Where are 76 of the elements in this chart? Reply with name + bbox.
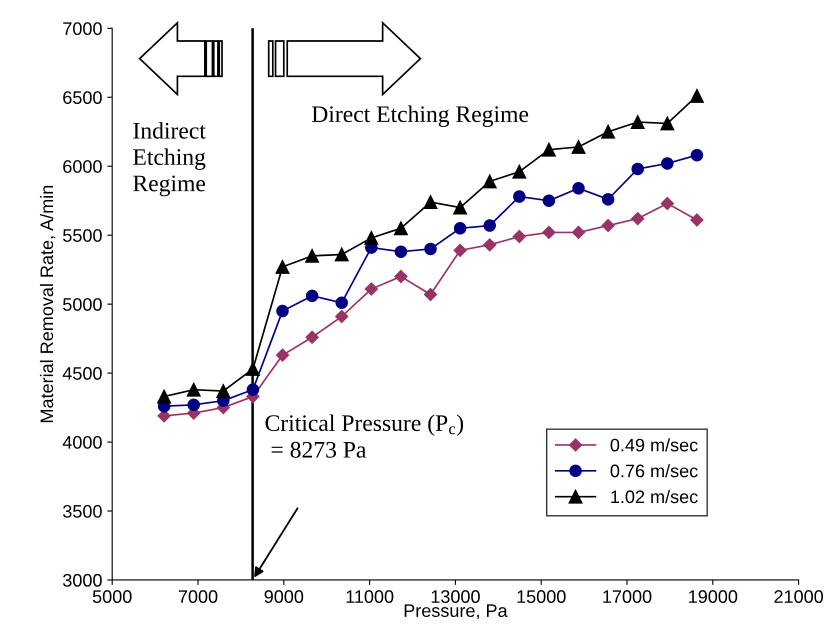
point [334,248,349,262]
x-tick-label: 7000 [178,590,218,603]
point [424,242,437,256]
point [157,390,172,404]
text: Critical Pressure (P$_{c}$) = 8273 Pa [266,414,464,458]
y-tick-label: 4000 [62,436,102,449]
x-tick-label: 19000 [689,590,738,603]
annotation: Direct Etching Regime [312,106,528,128]
point [630,115,645,130]
point [660,196,674,210]
point [690,88,704,103]
point [276,348,290,362]
x-tick-label: 15000 [517,590,566,603]
point [512,164,526,179]
y-axis-title: Material Removal Rate, A/min [40,186,56,422]
point [394,270,408,284]
point [631,162,644,176]
point [305,248,320,263]
point [483,219,496,232]
point [542,226,556,240]
point [246,362,260,376]
point [186,382,201,397]
x-tick-label: 13000 [432,590,480,603]
y-tick-label: 3500 [63,504,102,518]
point [631,212,644,226]
point [364,282,378,296]
point [690,213,704,227]
point [572,182,585,195]
point [424,288,438,302]
y-tick-label: 5500 [63,229,102,242]
point [601,124,616,139]
annotation: Indirect Etching Regime [133,122,206,196]
point [394,221,408,236]
point [602,218,615,232]
point [661,157,674,170]
point [187,398,200,412]
point [602,193,614,206]
point [542,142,556,157]
point [542,194,556,207]
point [424,195,438,210]
point [660,116,674,130]
x-tick-label: 21000 [774,590,823,603]
point [512,230,526,244]
point [572,140,586,154]
legend-label: 0.49 m/sec [610,438,698,452]
legend-label: 1.02 m/sec [611,490,698,504]
point [513,190,526,203]
point [454,244,467,257]
point [483,238,496,252]
point [364,230,378,245]
point [246,383,260,396]
point [394,245,408,258]
y-tick-label: 4500 [62,367,102,380]
x-tick-label: 9000 [264,590,304,603]
x-tick-label: 17000 [603,590,652,603]
y-tick-label: 6500 [63,91,102,104]
x-tick-label: 5000 [92,590,132,603]
point [276,260,290,274]
x-axis-title: Pressure, Pa [404,604,508,620]
point [335,310,348,324]
point [216,384,230,398]
legend-label: 0.76 m/sec [610,464,698,478]
point [306,290,318,302]
point [306,330,319,344]
point [335,296,348,310]
x-tick-label: 11000 [346,590,394,603]
y-tick-label: 7000 [63,22,102,36]
y-tick-label: 5000 [63,298,102,311]
point [453,200,468,215]
point [482,174,497,188]
y-tick-label: 6000 [63,160,102,173]
point [454,222,466,235]
point [276,304,289,318]
point [572,226,586,240]
y-tick-label: 3000 [63,574,102,587]
point [690,148,704,162]
